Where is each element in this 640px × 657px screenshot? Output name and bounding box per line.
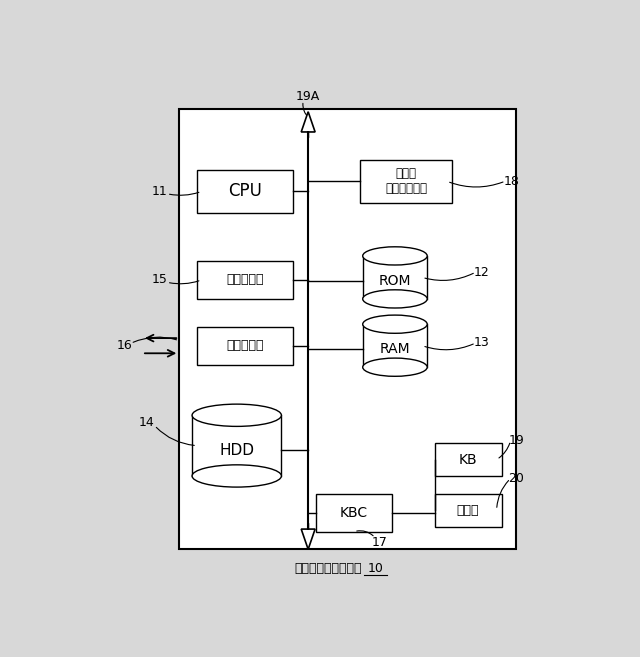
Bar: [179, 109, 516, 549]
Text: ビデオ
コントローラ: ビデオ コントローラ: [385, 168, 427, 195]
Text: 14: 14: [139, 417, 155, 429]
Bar: [360, 160, 452, 203]
Bar: [363, 324, 428, 367]
Text: ROM: ROM: [379, 274, 412, 288]
Text: 11: 11: [152, 185, 167, 198]
Text: KB: KB: [459, 453, 477, 466]
Text: RAM: RAM: [380, 342, 410, 356]
Ellipse shape: [363, 290, 428, 308]
Text: 15: 15: [152, 273, 167, 286]
Text: 17: 17: [372, 536, 388, 549]
Ellipse shape: [363, 315, 428, 333]
Bar: [196, 261, 293, 299]
Bar: [435, 493, 502, 526]
Text: 19A: 19A: [296, 90, 320, 103]
Text: 18: 18: [504, 175, 520, 187]
Ellipse shape: [363, 358, 428, 376]
Bar: [435, 443, 502, 476]
Bar: [316, 493, 392, 532]
FancyArrow shape: [301, 524, 315, 549]
Text: KBC: KBC: [340, 506, 368, 520]
Text: 19: 19: [509, 434, 524, 447]
Text: 16: 16: [116, 340, 132, 352]
Bar: [363, 256, 428, 299]
Bar: [192, 415, 282, 476]
Text: 13: 13: [474, 336, 490, 350]
Text: 市場取引支援サーバ: 市場取引支援サーバ: [294, 562, 362, 575]
Ellipse shape: [192, 465, 282, 487]
FancyArrow shape: [301, 112, 315, 137]
Text: 通信処理部: 通信処理部: [226, 339, 264, 352]
Text: 通信制御部: 通信制御部: [226, 273, 264, 286]
Ellipse shape: [363, 247, 428, 265]
Text: 12: 12: [474, 265, 490, 279]
Text: 20: 20: [509, 472, 524, 485]
Ellipse shape: [192, 404, 282, 426]
Bar: [196, 327, 293, 365]
Text: 10: 10: [367, 562, 383, 575]
Bar: [196, 170, 293, 213]
Text: CPU: CPU: [228, 183, 262, 200]
Text: マウス: マウス: [457, 504, 479, 516]
Text: HDD: HDD: [220, 443, 254, 458]
